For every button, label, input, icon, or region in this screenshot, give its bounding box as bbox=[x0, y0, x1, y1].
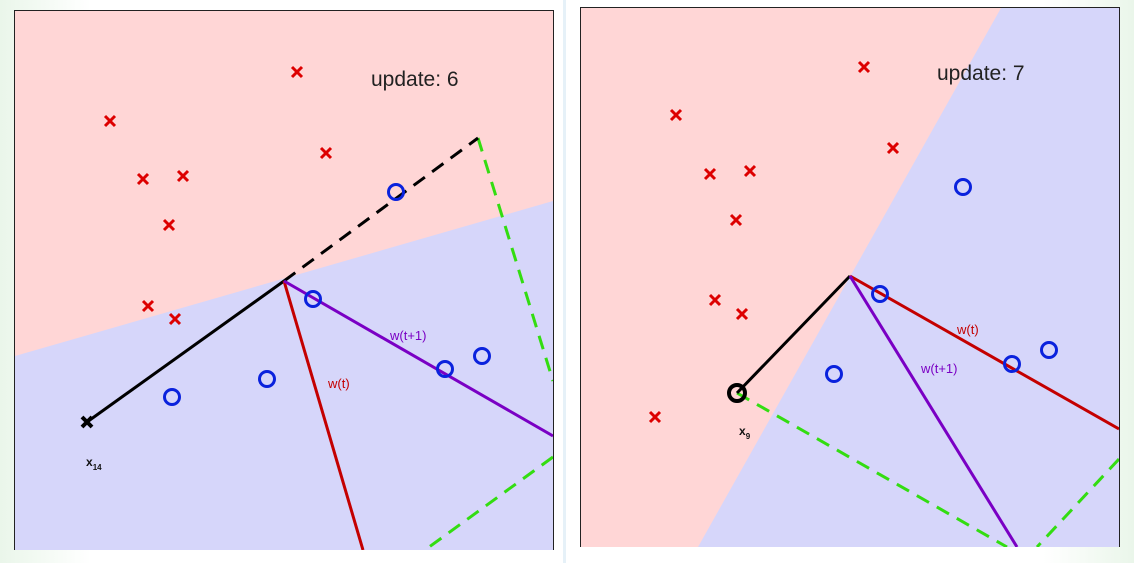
cross-icon bbox=[103, 114, 117, 128]
update-counter: update: 7 bbox=[937, 62, 1025, 85]
cross-icon bbox=[176, 169, 190, 183]
x-vector-line bbox=[735, 274, 852, 395]
perceptron-panel-update-6: x14 update: 6 w(t) w(t+1) bbox=[14, 10, 554, 550]
cross-icon bbox=[141, 299, 155, 313]
circle-icon bbox=[436, 360, 454, 378]
circle-icon bbox=[1003, 355, 1021, 373]
positive-points bbox=[163, 183, 491, 406]
projection-line bbox=[476, 137, 553, 382]
point-label: x14 bbox=[86, 455, 102, 472]
cross-icon bbox=[648, 410, 662, 424]
circle-icon bbox=[387, 183, 405, 201]
projection-line bbox=[1035, 457, 1119, 547]
bold-marker-icon bbox=[727, 383, 747, 403]
cross-icon bbox=[886, 141, 900, 155]
cross-icon bbox=[708, 293, 722, 307]
projection-line bbox=[424, 455, 553, 550]
cross-icon bbox=[168, 312, 182, 326]
cross-icon bbox=[703, 167, 717, 181]
panel-divider bbox=[563, 0, 566, 563]
w-t1-label: w(t+1) bbox=[920, 361, 957, 376]
cross-icon bbox=[729, 213, 743, 227]
w-t-vector bbox=[849, 274, 1119, 431]
w-t-label: w(t) bbox=[327, 376, 350, 391]
negative-points bbox=[648, 60, 900, 424]
cross-icon bbox=[136, 172, 150, 186]
cross-icon bbox=[735, 307, 749, 321]
cross-icon bbox=[669, 108, 683, 122]
update-counter: update: 6 bbox=[371, 68, 459, 91]
positive-region bbox=[15, 201, 553, 550]
cross-icon bbox=[319, 146, 333, 160]
w-t1-vector bbox=[283, 279, 553, 438]
circle-icon bbox=[1040, 341, 1058, 359]
cross-icon bbox=[857, 60, 871, 74]
w-t1-label: w(t+1) bbox=[389, 328, 426, 343]
perceptron-plot-left: x14 update: 6 w(t) w(t+1) bbox=[15, 11, 553, 550]
projection-line bbox=[736, 391, 1008, 547]
perceptron-panel-update-7: x9 update: 7 w(t) w(t+1) bbox=[580, 7, 1120, 547]
perceptron-plot-right: x9 update: 7 w(t) w(t+1) bbox=[581, 8, 1119, 547]
circle-icon bbox=[304, 290, 322, 308]
cross-icon bbox=[290, 65, 304, 79]
circle-icon bbox=[871, 285, 889, 303]
x-vector-extension bbox=[283, 136, 479, 283]
circle-icon bbox=[163, 388, 181, 406]
w-t-vector bbox=[282, 280, 365, 550]
circle-icon bbox=[954, 178, 972, 196]
positive-points bbox=[825, 178, 1058, 383]
cross-icon bbox=[743, 164, 757, 178]
negative-region bbox=[581, 8, 1001, 547]
x-vector-line bbox=[86, 279, 285, 424]
point-label: x9 bbox=[739, 424, 751, 441]
circle-icon bbox=[825, 365, 843, 383]
bold-marker-icon bbox=[80, 415, 94, 429]
circle-icon bbox=[473, 347, 491, 365]
cross-icon bbox=[162, 218, 176, 232]
w-t-label: w(t) bbox=[956, 322, 979, 337]
negative-points bbox=[103, 65, 333, 326]
w-t1-vector bbox=[848, 275, 1019, 547]
circle-icon bbox=[258, 370, 276, 388]
